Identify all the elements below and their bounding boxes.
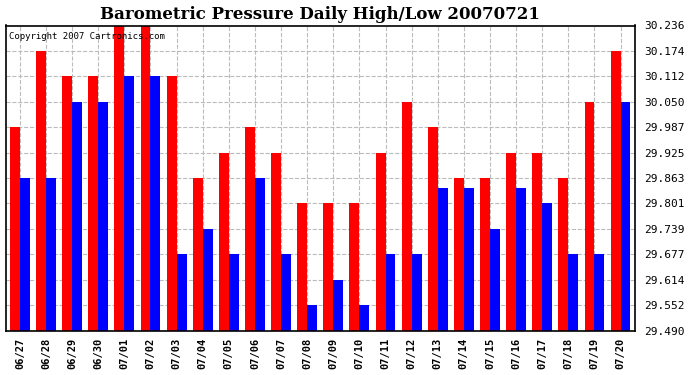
Bar	[333, 280, 343, 330]
Bar	[150, 76, 160, 330]
Bar	[281, 254, 291, 330]
Title: Barometric Pressure Daily High/Low 20070721: Barometric Pressure Daily High/Low 20070…	[100, 6, 540, 22]
Bar	[490, 229, 500, 330]
Bar	[516, 188, 526, 330]
Bar	[72, 102, 82, 330]
Bar	[412, 254, 422, 330]
Bar	[62, 76, 72, 330]
Bar	[167, 76, 177, 330]
Bar	[375, 153, 386, 330]
Bar	[203, 229, 213, 330]
Bar	[177, 254, 186, 330]
Bar	[229, 254, 239, 330]
Bar	[36, 51, 46, 330]
Bar	[428, 128, 437, 330]
Bar	[255, 178, 265, 330]
Bar	[454, 178, 464, 330]
Bar	[219, 153, 229, 330]
Bar	[506, 153, 516, 330]
Bar	[611, 51, 620, 330]
Bar	[124, 76, 135, 330]
Bar	[46, 178, 56, 330]
Bar	[20, 178, 30, 330]
Bar	[386, 254, 395, 330]
Bar	[359, 305, 369, 330]
Bar	[437, 188, 448, 330]
Bar	[141, 26, 150, 330]
Bar	[115, 26, 124, 330]
Bar	[10, 128, 20, 330]
Bar	[584, 102, 595, 330]
Bar	[297, 203, 307, 330]
Bar	[620, 102, 631, 330]
Bar	[88, 76, 98, 330]
Text: Copyright 2007 Cartronics.com: Copyright 2007 Cartronics.com	[9, 32, 165, 40]
Bar	[271, 153, 281, 330]
Bar	[193, 178, 203, 330]
Bar	[349, 203, 359, 330]
Bar	[464, 188, 474, 330]
Bar	[245, 128, 255, 330]
Bar	[480, 178, 490, 330]
Bar	[324, 203, 333, 330]
Bar	[402, 102, 412, 330]
Bar	[98, 102, 108, 330]
Bar	[307, 305, 317, 330]
Bar	[569, 254, 578, 330]
Bar	[558, 178, 569, 330]
Bar	[595, 254, 604, 330]
Bar	[532, 153, 542, 330]
Bar	[542, 203, 552, 330]
